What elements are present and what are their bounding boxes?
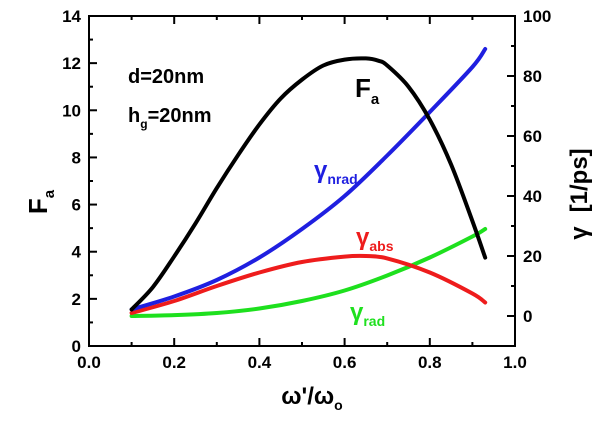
series-fa-line	[129, 56, 488, 312]
y-left-tick-label: 6	[72, 196, 81, 215]
series-layer	[129, 47, 488, 318]
y-left-axis-label-main: F	[23, 198, 53, 214]
series-gamma-abs-line	[129, 253, 488, 315]
x-tick-label: 1.0	[503, 353, 527, 372]
y-right-axis-label: γ [1/ps]	[566, 148, 593, 239]
x-tick-label: 0.0	[77, 353, 101, 372]
series-label-gamma-rad-sub: rad	[363, 313, 385, 329]
y-left-tick-label: 0	[72, 337, 81, 356]
x-tick-label: 0.2	[162, 353, 186, 372]
annotation-hg-main: h	[128, 105, 140, 127]
y-right-tick-label: 20	[523, 247, 542, 266]
y-left-tick-label: 14	[62, 7, 81, 26]
y-right-tick-label: 80	[523, 67, 542, 86]
series-label-gamma-abs-main: γ	[356, 224, 370, 251]
series-label-fa-sub: a	[371, 91, 380, 108]
y-right-tick-label: 40	[523, 187, 542, 206]
annotation-hg: hg=20nm	[128, 105, 212, 131]
series-label-gamma-nrad-sub: nrad	[327, 171, 357, 187]
series-label-gamma-rad: γrad	[350, 299, 385, 329]
series-label-gamma-nrad: γnrad	[314, 157, 358, 187]
y-right-axis-label-bracket: [1/ps]	[566, 148, 593, 212]
series-label-gamma-rad-main: γ	[350, 299, 364, 326]
series-label-gamma-nrad-main: γ	[314, 157, 328, 184]
series-label-gamma-abs-sub: abs	[369, 238, 393, 254]
y-right-tick-label: 100	[523, 7, 551, 26]
annotation-hg-sub: g	[140, 117, 147, 131]
y-left-tick-label: 12	[62, 54, 81, 73]
x-axis-label-main: ω'/ω	[281, 383, 334, 410]
series-gamma-rad-line	[129, 227, 488, 318]
series-label-fa: Fa	[355, 73, 380, 108]
y-left-tick-label: 10	[62, 101, 81, 120]
x-tick-label: 0.4	[248, 353, 272, 372]
x-tick-label: 0.8	[418, 353, 442, 372]
annotation-d: d=20nm	[128, 66, 204, 88]
y-left-axis-label: Fa	[23, 189, 58, 214]
ticks-layer: 0.0 0.2 0.4 0.6 0.8 1.0 0 2 4 6 8 10 12 14 0 20 40 60 80 10…	[62, 7, 551, 372]
annotation-hg-rest: =20nm	[148, 105, 212, 127]
y-right-tick-label: 0	[523, 307, 532, 326]
y-left-axis-label-sub: a	[41, 189, 58, 198]
x-axis-label: ω'/ωo	[281, 383, 342, 413]
y-left-tick-label: 8	[72, 148, 81, 167]
x-axis-label-sub: o	[334, 397, 343, 413]
x-tick-label: 0.6	[333, 353, 357, 372]
series-gamma-nrad-line	[129, 47, 488, 312]
series-label-gamma-abs: γabs	[356, 224, 394, 254]
y-left-tick-label: 2	[72, 290, 81, 309]
series-label-fa-main: F	[355, 73, 371, 103]
y-left-tick-label: 4	[72, 243, 82, 262]
y-right-axis-label-main: γ	[566, 226, 593, 240]
y-right-tick-label: 60	[523, 127, 542, 146]
